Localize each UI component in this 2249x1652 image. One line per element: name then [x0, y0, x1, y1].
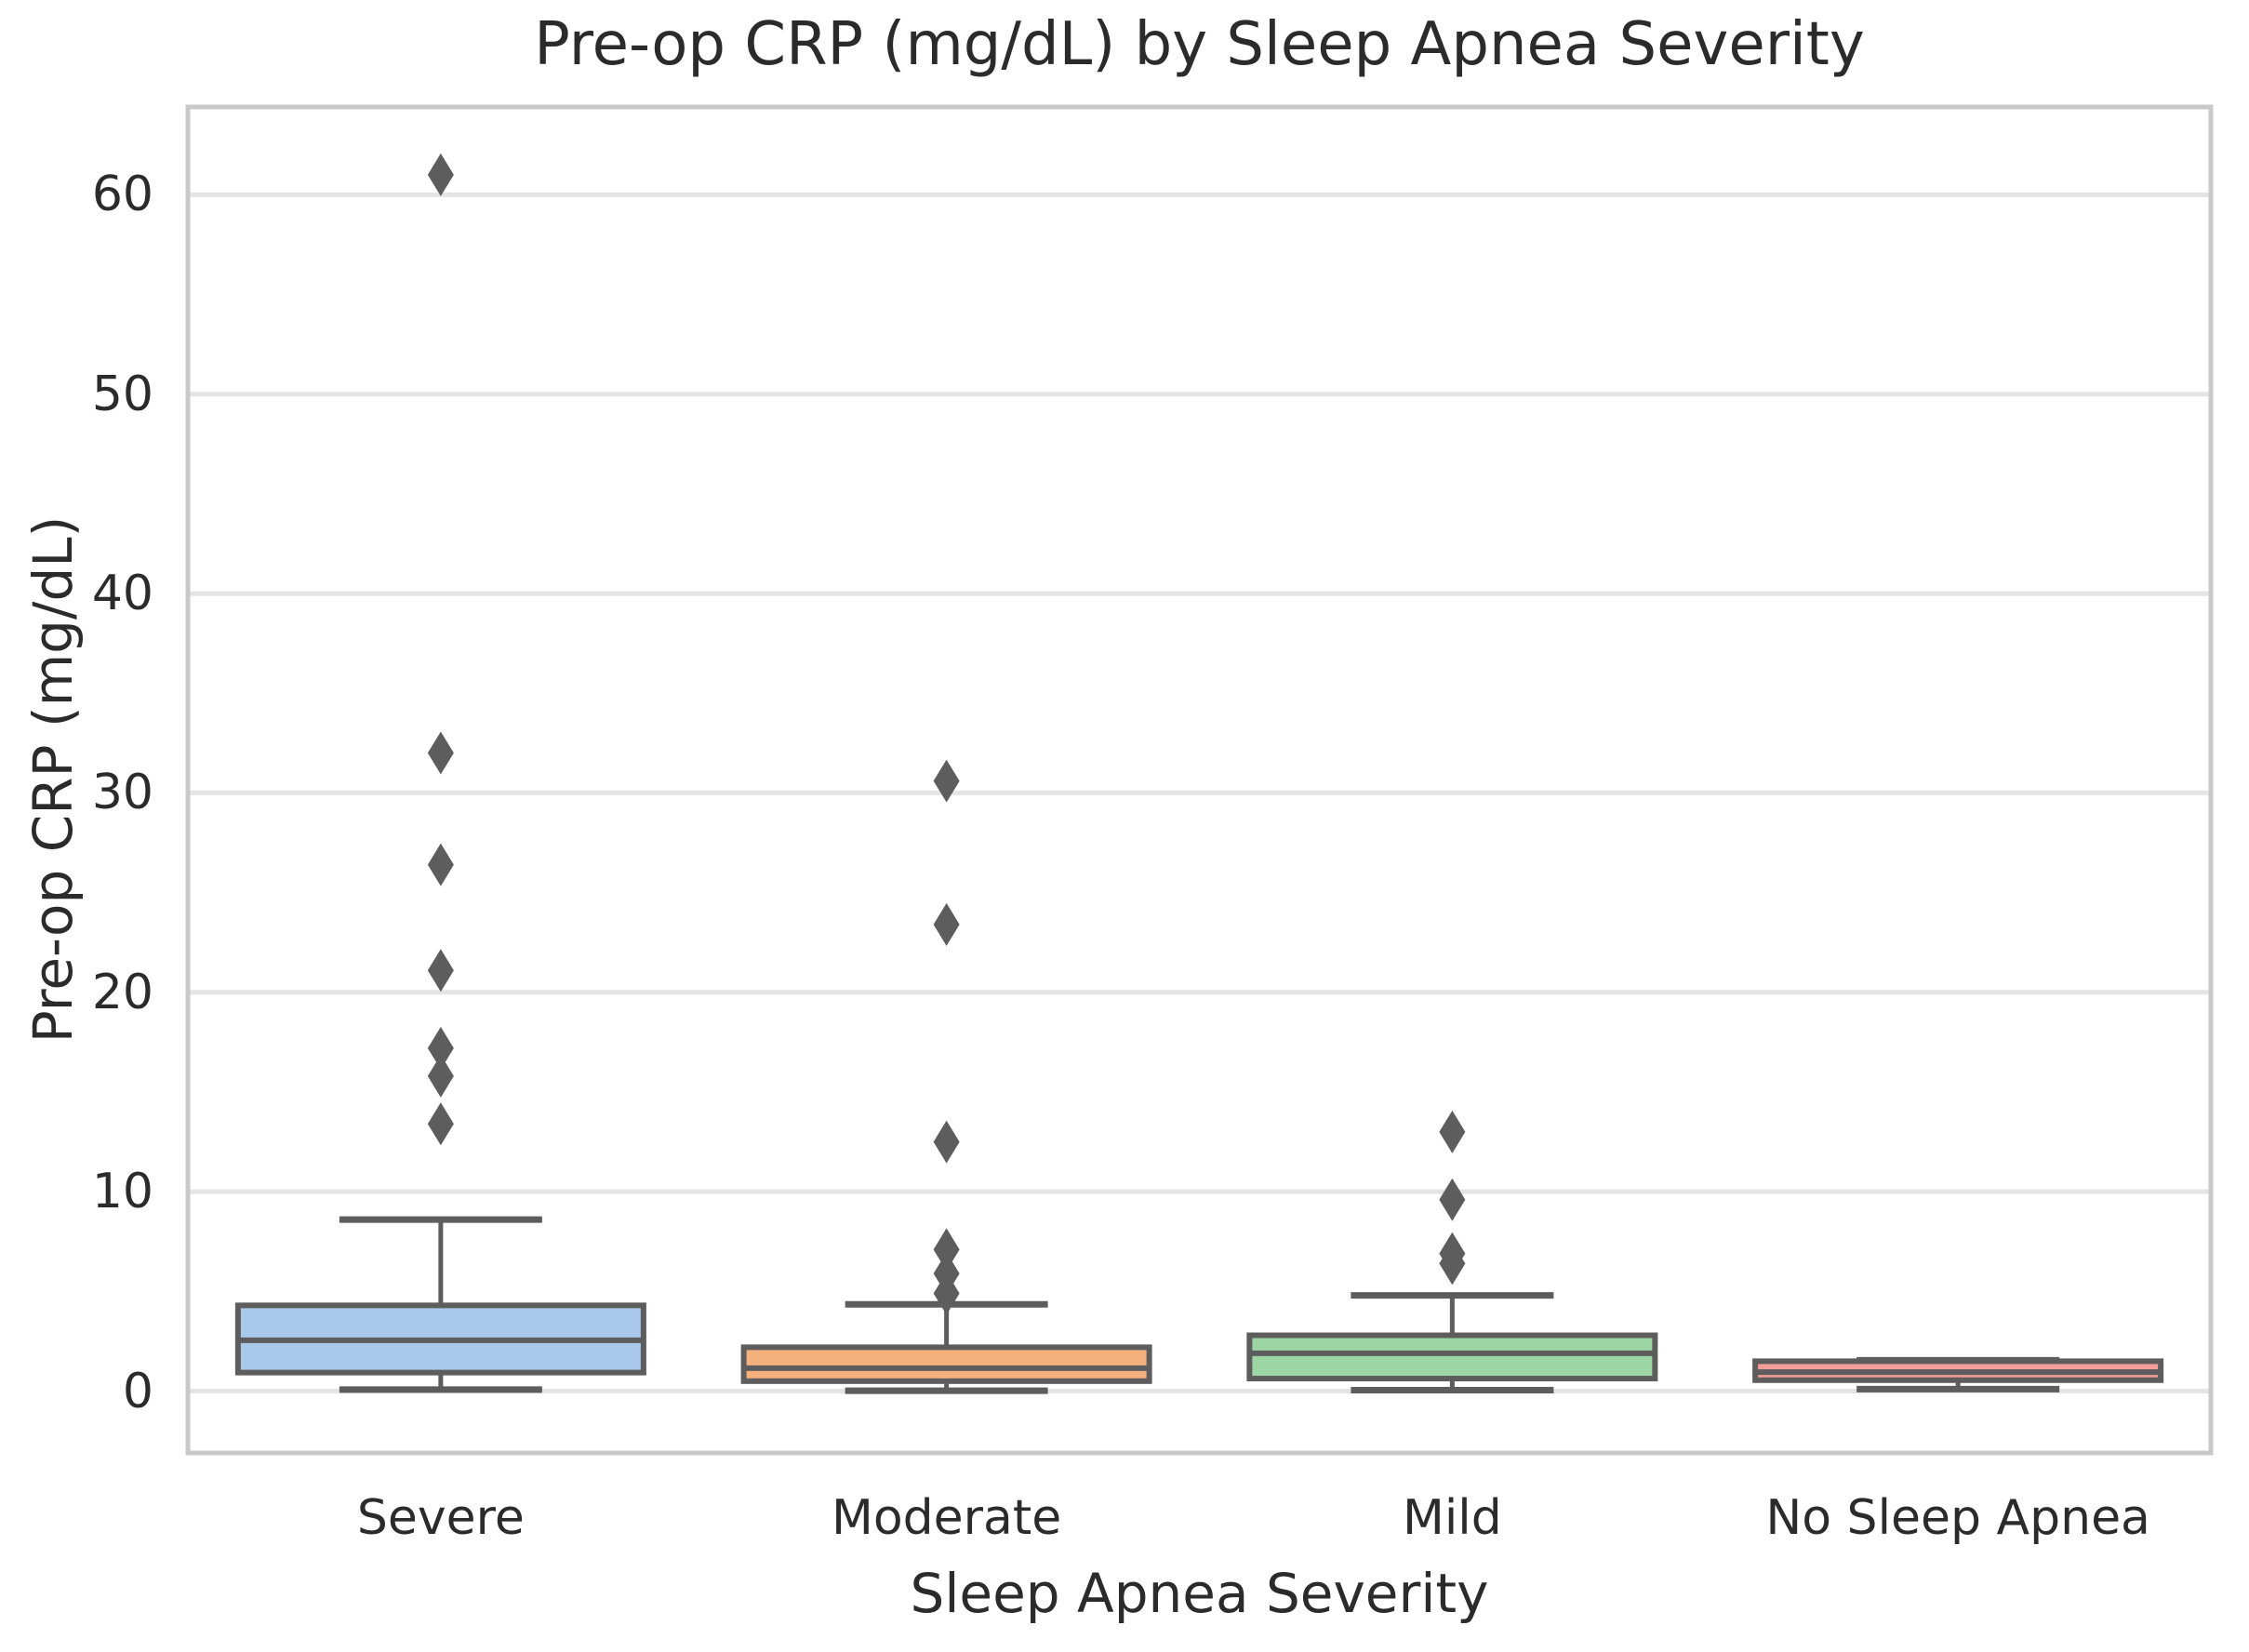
outlier-marker — [427, 843, 454, 886]
outlier-marker — [933, 902, 960, 946]
outlier-marker — [933, 759, 960, 803]
x-tick-label-mild: Mild — [1402, 1490, 1502, 1546]
outlier-marker — [1439, 1178, 1466, 1221]
outlier-marker — [427, 949, 454, 993]
outlier-marker — [1439, 1242, 1466, 1286]
x-axis-label: Sleep Apnea Severity — [910, 1562, 1489, 1625]
chart-title: Pre-op CRP (mg/dL) by Sleep Apnea Severi… — [534, 10, 1865, 79]
y-tick-label-60: 60 — [91, 167, 153, 223]
outlier-marker — [933, 1272, 960, 1315]
y-tick-label-50: 50 — [91, 366, 153, 422]
y-tick-label-10: 10 — [91, 1164, 153, 1220]
outlier-marker — [933, 1120, 960, 1164]
iqr-box — [740, 1344, 1152, 1384]
outlier-marker — [427, 731, 454, 775]
outlier-marker — [427, 153, 454, 196]
y-tick-label-20: 20 — [91, 964, 153, 1020]
box-group-no-sleep-apnea — [1752, 1356, 2164, 1392]
iqr-box — [1246, 1332, 1658, 1382]
y-tick-label-30: 30 — [91, 765, 153, 821]
y-tick-label-0: 0 — [122, 1363, 153, 1419]
outlier-marker — [427, 1054, 454, 1098]
x-tick-label-moderate: Moderate — [831, 1490, 1062, 1546]
box-group-severe — [234, 153, 646, 1393]
box-group-moderate — [740, 759, 1152, 1394]
outlier-marker — [427, 1026, 454, 1070]
x-tick-label-no-sleep-apnea: No Sleep Apnea — [1765, 1490, 2150, 1546]
axes-frame — [185, 104, 2214, 1456]
outlier-marker — [933, 1228, 960, 1272]
outlier-marker — [1439, 1110, 1466, 1153]
outlier-marker — [427, 1102, 454, 1146]
box-group-mild — [1246, 1110, 1658, 1393]
y-tick-label-40: 40 — [91, 566, 153, 622]
x-tick-label-severe: Severe — [356, 1490, 525, 1546]
